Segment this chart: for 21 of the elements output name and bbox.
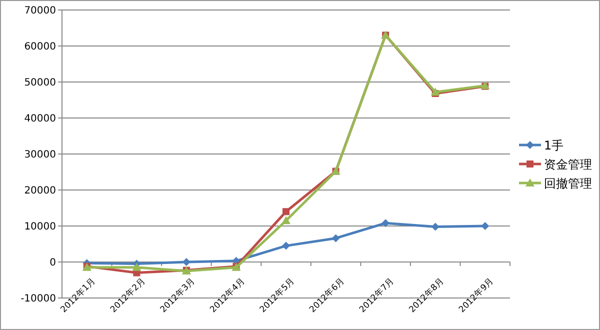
legend-label: 回撤管理 — [544, 176, 592, 190]
y-tick-label: -10000 — [20, 294, 56, 304]
point — [282, 208, 290, 216]
point — [282, 216, 290, 224]
point — [282, 242, 290, 250]
legend-label: 1手 — [544, 138, 564, 152]
point — [481, 222, 490, 230]
y-tick-label: 50000 — [24, 78, 56, 88]
y-tick-label: 40000 — [24, 114, 56, 124]
legend-label: 资金管理 — [544, 158, 592, 172]
point — [382, 219, 390, 228]
point — [132, 262, 142, 271]
y-tick-label: 30000 — [24, 150, 56, 160]
y-tick-label: 10000 — [24, 222, 56, 232]
y-tick-label: 20000 — [24, 186, 56, 196]
point — [332, 234, 340, 242]
point — [430, 88, 440, 96]
point — [431, 222, 440, 231]
y-tick-label: 0 — [50, 258, 56, 268]
y-tick-label: 60000 — [24, 42, 56, 52]
y-tick-label: 70000 — [24, 6, 56, 16]
